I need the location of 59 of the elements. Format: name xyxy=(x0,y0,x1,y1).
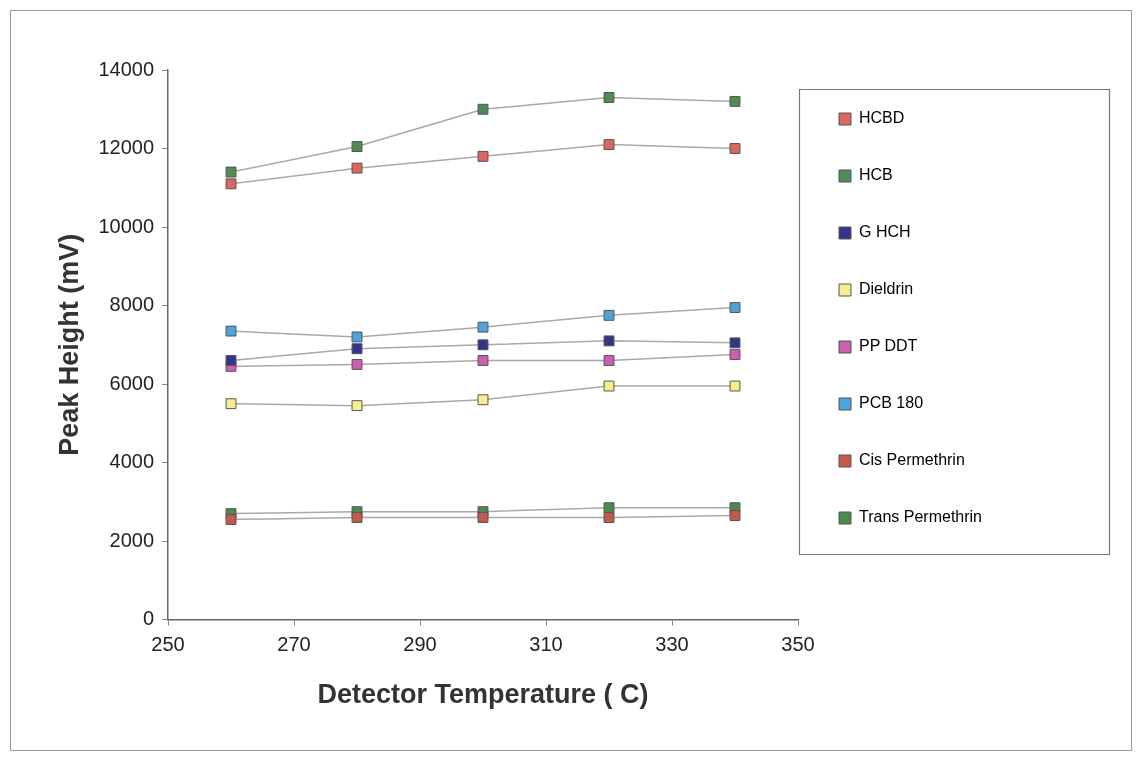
point xyxy=(603,512,615,523)
y-tick-label: 12000 xyxy=(98,136,155,159)
point xyxy=(729,302,741,313)
point xyxy=(225,325,237,337)
legend-label: PCB 180 xyxy=(859,394,924,412)
point xyxy=(729,349,741,361)
x-tick-label: 270 xyxy=(277,633,311,656)
point xyxy=(477,321,489,333)
point xyxy=(603,309,615,321)
y-tick-label: 6000 xyxy=(109,371,155,394)
legend-label: HCBD xyxy=(859,109,905,127)
point xyxy=(225,166,237,178)
point xyxy=(225,178,237,190)
legend-label: Dieldrin xyxy=(859,280,914,298)
legend-label: PP DDT xyxy=(859,337,918,355)
point xyxy=(351,162,363,174)
point xyxy=(477,512,489,523)
x-tick-label: 350 xyxy=(781,633,815,656)
point xyxy=(477,339,489,351)
point xyxy=(225,514,237,525)
point xyxy=(351,141,363,152)
point xyxy=(729,510,741,522)
point xyxy=(603,335,615,347)
point xyxy=(477,150,489,162)
point xyxy=(603,355,615,366)
point xyxy=(603,380,615,392)
x-axis-title: Detector Temperature ( C) xyxy=(317,679,649,710)
point xyxy=(603,139,615,151)
x-tick-label: 330 xyxy=(655,633,689,656)
x-tick-label: 250 xyxy=(151,633,185,656)
point xyxy=(351,400,363,412)
y-tick-label: 2000 xyxy=(109,528,155,551)
y-axis-title: Peak Height (mV) xyxy=(53,233,84,456)
y-tick-label: 14000 xyxy=(98,57,155,80)
legend-label: HCB xyxy=(859,166,893,184)
point xyxy=(603,502,615,514)
legend-label: Trans Permethrin xyxy=(859,508,982,526)
point xyxy=(351,331,363,343)
legend-label: G HCH xyxy=(859,223,911,241)
y-tick-label: 4000 xyxy=(109,450,155,473)
point xyxy=(729,337,741,349)
point xyxy=(351,358,363,370)
y-tick-label: 8000 xyxy=(109,293,155,316)
point xyxy=(351,512,363,523)
y-tick-label: 10000 xyxy=(98,214,155,237)
point xyxy=(729,95,741,107)
point xyxy=(729,143,741,154)
point xyxy=(477,355,489,366)
legend-label: Cis Permethrin xyxy=(859,451,965,469)
point xyxy=(603,92,615,103)
point xyxy=(477,394,489,406)
point xyxy=(225,398,237,410)
x-tick-label: 290 xyxy=(403,633,437,656)
point xyxy=(477,103,489,115)
x-tick-label: 310 xyxy=(529,633,563,656)
point xyxy=(729,380,741,392)
y-tick-label: 0 xyxy=(142,607,155,630)
point xyxy=(225,355,237,366)
point xyxy=(351,343,363,355)
